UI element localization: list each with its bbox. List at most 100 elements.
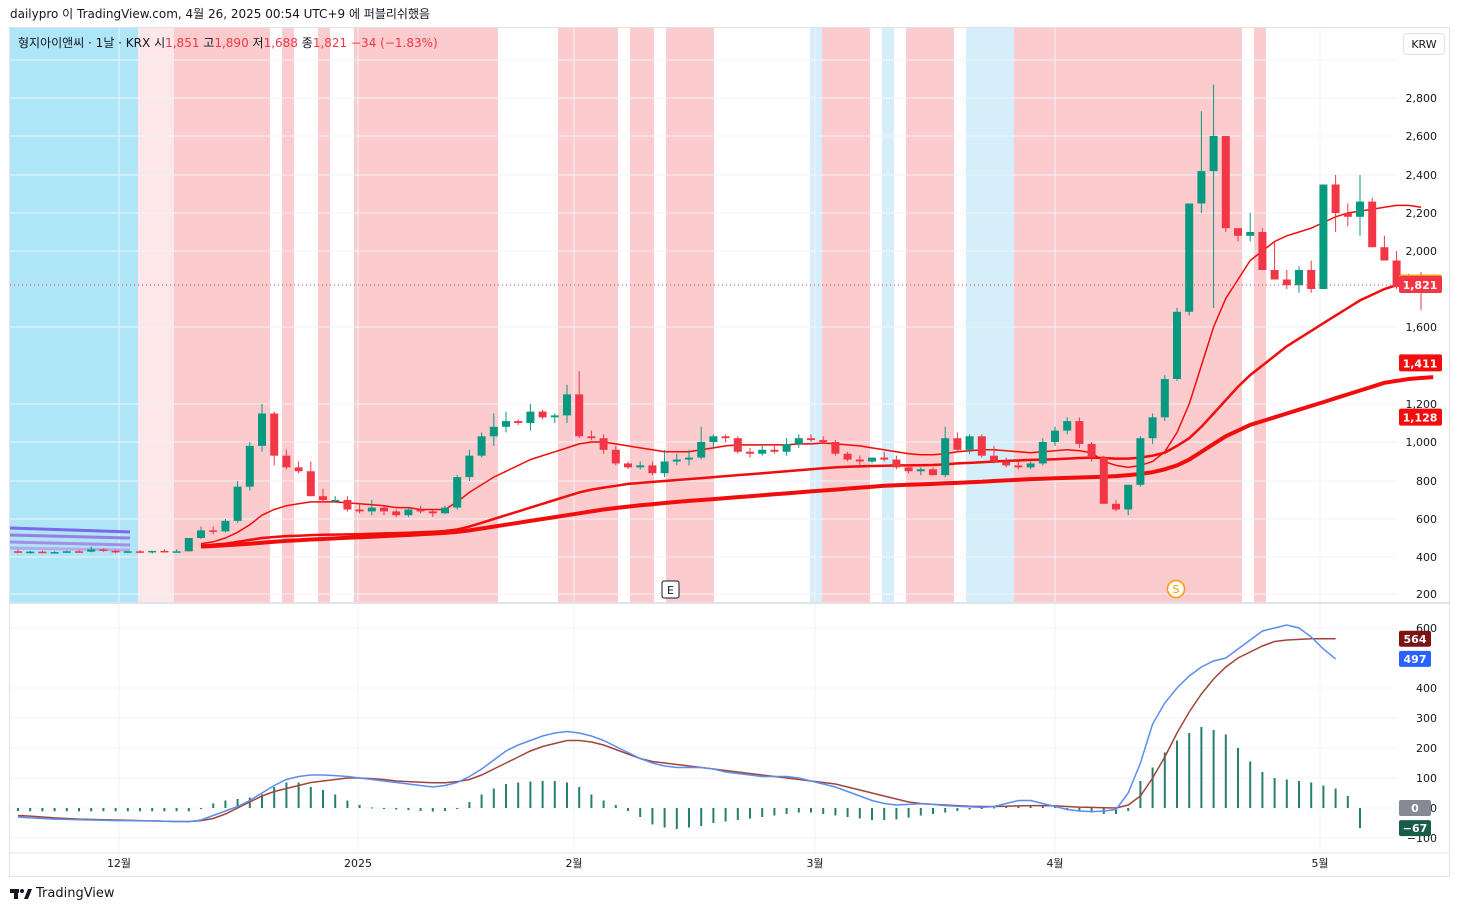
price-tick-label: 400 bbox=[1416, 551, 1437, 564]
candle-body bbox=[563, 394, 571, 416]
candle-body bbox=[1368, 201, 1377, 248]
symbol-name[interactable]: 형지아이앤씨 · 1날 · KRX bbox=[18, 36, 151, 50]
histogram-bar bbox=[1273, 778, 1276, 808]
histogram-bar bbox=[688, 808, 690, 828]
regime-band bbox=[1254, 28, 1266, 602]
histogram-bar bbox=[1359, 808, 1361, 829]
candle-body bbox=[904, 467, 913, 472]
candle-body bbox=[502, 421, 510, 427]
candle-body bbox=[160, 550, 169, 553]
histogram-bar bbox=[578, 787, 581, 808]
macd-badge-label: 564 bbox=[1404, 633, 1427, 646]
histogram-bar bbox=[492, 788, 495, 808]
time-tick-label: 2025 bbox=[344, 857, 372, 870]
histogram-bar bbox=[1310, 782, 1313, 808]
candle-body bbox=[1295, 270, 1303, 286]
histogram-bar bbox=[944, 808, 947, 813]
time-tick-label: 2월 bbox=[565, 857, 582, 870]
candle-body bbox=[123, 551, 132, 553]
histogram-bar bbox=[1237, 748, 1239, 808]
price-badge bbox=[1399, 408, 1442, 426]
candle-body bbox=[453, 477, 462, 508]
histogram-bar bbox=[871, 808, 873, 820]
candle-body bbox=[526, 411, 535, 423]
histogram-bar bbox=[126, 808, 129, 812]
regime-band bbox=[966, 28, 1014, 602]
pre-ema-lines bbox=[9, 526, 131, 552]
candle-body bbox=[611, 449, 620, 464]
histogram-bar bbox=[1005, 806, 1008, 808]
price-badge-label: 1,128 bbox=[1403, 412, 1438, 425]
regime-band bbox=[906, 28, 954, 602]
histogram-bar bbox=[444, 808, 446, 811]
candle-body bbox=[709, 436, 718, 442]
candle-body bbox=[1136, 438, 1145, 485]
candle-body bbox=[343, 500, 352, 510]
macd-line bbox=[17, 624, 1337, 823]
regime-band bbox=[318, 28, 330, 602]
candle-body bbox=[416, 509, 425, 512]
histogram-bar bbox=[187, 808, 190, 812]
candles bbox=[14, 84, 1425, 554]
histogram-bar bbox=[102, 808, 105, 812]
tradingview-footer[interactable]: TradingView bbox=[10, 886, 115, 901]
price-badge bbox=[1399, 354, 1442, 372]
price-badge bbox=[1399, 276, 1442, 294]
signal-line bbox=[17, 638, 1336, 823]
histogram-bar bbox=[1188, 733, 1191, 808]
candle-body bbox=[111, 550, 120, 553]
candle-body bbox=[26, 551, 35, 554]
histogram-bar bbox=[175, 808, 178, 812]
candle-body bbox=[892, 459, 901, 468]
candle-body bbox=[746, 451, 754, 454]
price-tick-label: 2,000 bbox=[1406, 245, 1438, 258]
regime-band bbox=[138, 28, 174, 602]
candle-body bbox=[258, 413, 266, 446]
candle-body bbox=[538, 411, 547, 418]
histogram-bar bbox=[663, 808, 666, 828]
histogram-bar bbox=[346, 800, 349, 808]
time-axis: 12월 2025 2월 3월 4월 5월 bbox=[107, 857, 1329, 870]
histogram-bar bbox=[1066, 808, 1069, 809]
candle-body bbox=[331, 500, 340, 502]
histogram-bar bbox=[1261, 772, 1264, 808]
price-tick-label: 2,600 bbox=[1406, 130, 1438, 143]
candle-body bbox=[1038, 442, 1047, 464]
price-tick-label: 1,000 bbox=[1406, 436, 1438, 449]
candle-body bbox=[599, 438, 608, 450]
macd-badge bbox=[1399, 800, 1431, 816]
histogram-bar bbox=[590, 794, 593, 808]
candle-body bbox=[306, 471, 315, 497]
time-tick-label: 12월 bbox=[107, 857, 131, 870]
regime-band bbox=[630, 28, 654, 602]
candle-body bbox=[75, 551, 83, 553]
histogram-bar bbox=[29, 808, 32, 812]
histogram-bar bbox=[639, 808, 642, 817]
histogram-bar bbox=[651, 808, 654, 825]
histogram-bar bbox=[322, 790, 324, 808]
histogram-bar bbox=[163, 808, 166, 812]
pre-ema-line bbox=[9, 540, 131, 547]
candle-body bbox=[782, 443, 791, 452]
candle-body bbox=[1356, 201, 1364, 217]
regime-band bbox=[810, 28, 822, 602]
histogram-bar bbox=[1212, 730, 1215, 808]
candle-body bbox=[1209, 136, 1218, 172]
candle-body bbox=[672, 459, 681, 462]
currency-button[interactable]: KRW bbox=[1403, 33, 1445, 55]
price-tick-label: 800 bbox=[1416, 475, 1437, 488]
candle-body bbox=[428, 511, 437, 514]
candle-body bbox=[953, 438, 962, 450]
candle-body bbox=[1075, 421, 1084, 444]
candle-body bbox=[770, 449, 779, 452]
price-axis: 200 400 600 800 1,000 1,200 1,600 2,000 2,200 2,4… bbox=[1399, 92, 1442, 601]
candle-body bbox=[1124, 484, 1133, 510]
candle-body bbox=[38, 551, 47, 554]
low-value: 1,688 bbox=[263, 36, 298, 50]
ema-slow-line bbox=[200, 276, 1434, 547]
candle-body bbox=[441, 507, 449, 514]
histogram-bar bbox=[810, 808, 812, 813]
candle-body bbox=[245, 445, 254, 487]
candle-body bbox=[648, 465, 657, 474]
